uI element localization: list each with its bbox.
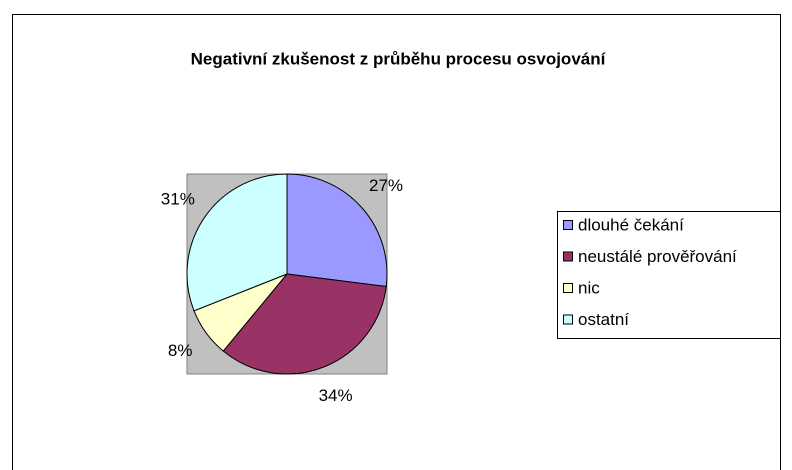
pie-slice xyxy=(286,173,388,288)
pie-slice xyxy=(222,273,387,375)
legend-label: ostatní xyxy=(578,310,629,329)
data-label: 8% xyxy=(168,341,193,360)
chart-title: Negativní zkušenost z průběhu procesu os… xyxy=(191,49,607,68)
legend-label: nic xyxy=(578,278,600,297)
legend-label: dlouhé čekání xyxy=(578,215,684,234)
legend-label: neustálé prověřování xyxy=(578,247,737,266)
legend-swatch xyxy=(563,314,573,325)
data-label: 27% xyxy=(369,176,403,195)
data-label: 34% xyxy=(319,386,353,405)
legend-swatch xyxy=(563,251,573,262)
legend xyxy=(557,211,781,339)
legend-swatch xyxy=(563,220,573,230)
legend-swatch xyxy=(563,283,573,293)
data-label: 31% xyxy=(161,189,195,208)
pie-slice xyxy=(186,173,288,312)
